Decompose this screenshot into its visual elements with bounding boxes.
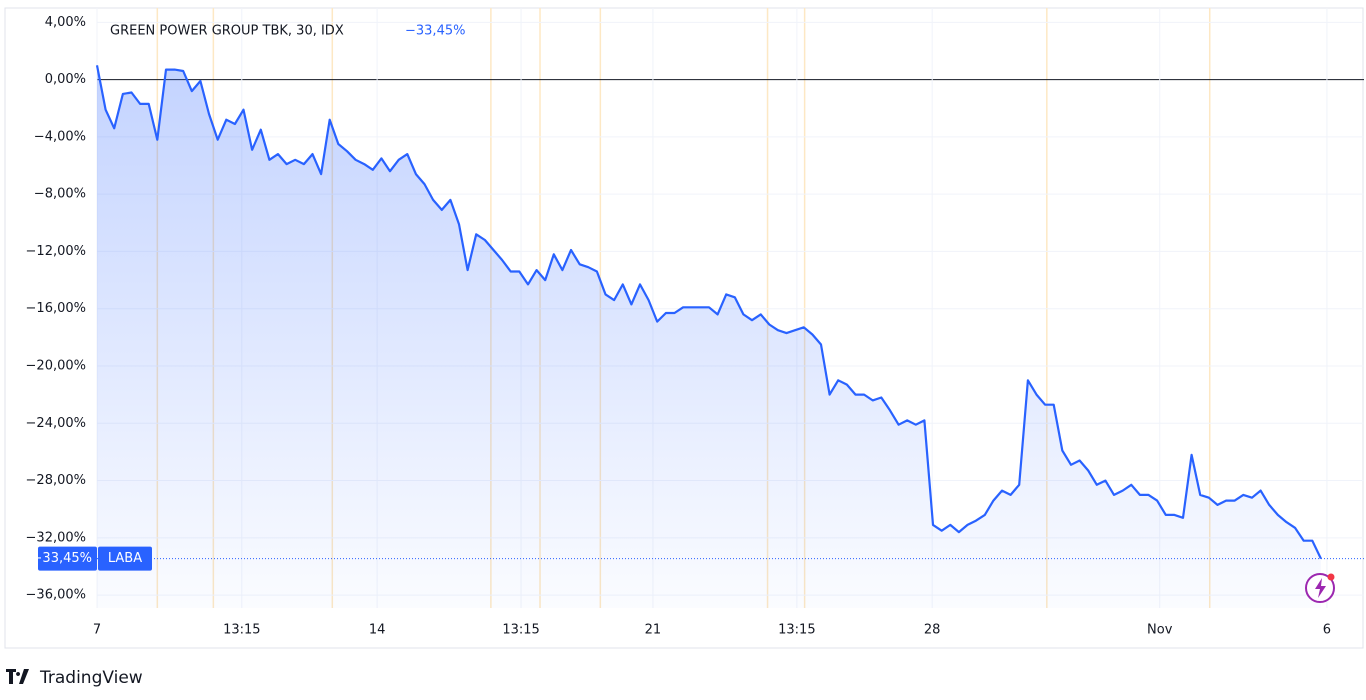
chart-title: GREEN POWER GROUP TBK, 30, IDX — [110, 24, 344, 39]
y-tick-label: −24,00% — [26, 416, 86, 431]
y-tick-label: 0,00% — [45, 72, 86, 87]
chart-frame — [4, 7, 1364, 649]
y-tick-label: −16,00% — [26, 301, 86, 316]
x-tick-label: 28 — [924, 623, 941, 638]
last-value-label: −33,45% — [32, 551, 92, 566]
series-tag-box — [98, 546, 152, 571]
y-tick-label: 4,00% — [45, 15, 86, 30]
brand-name: TradingView — [39, 668, 143, 688]
x-tick-label: 6 — [1323, 623, 1331, 638]
y-tick-label: −4,00% — [34, 129, 86, 144]
y-tick-label: −20,00% — [26, 358, 86, 373]
background-layer — [96, 8, 1364, 609]
x-tick-label: 14 — [369, 623, 386, 638]
x-tick-label: Nov — [1147, 623, 1173, 638]
x-tick-label: 21 — [645, 623, 662, 638]
last-value-box — [38, 546, 97, 571]
x-tick-label: 13:15 — [778, 623, 815, 638]
x-tick-label: 13:15 — [223, 623, 260, 638]
y-tick-label: −36,00% — [26, 588, 86, 603]
area-fill — [97, 65, 1321, 609]
price-line — [95, 65, 1322, 560]
y-tick-label: −28,00% — [26, 473, 86, 488]
brand-logo — [6, 669, 29, 684]
series-tag: LABA — [108, 551, 142, 566]
x-tick-label: 13:15 — [502, 623, 539, 638]
change-label: −33,45% — [405, 24, 465, 39]
x-tick-label: 7 — [93, 623, 101, 638]
y-tick-label: −12,00% — [26, 244, 86, 259]
y-tick-label: −8,00% — [34, 187, 86, 202]
foreground-layer: 4,00% 0,00% −4,00% −8,00% −12,00% −16,00% −20,… — [26, 15, 1364, 638]
lightning-bolt — [1315, 578, 1326, 598]
notification-dot — [1327, 573, 1335, 581]
y-tick-label: −32,00% — [26, 530, 86, 545]
